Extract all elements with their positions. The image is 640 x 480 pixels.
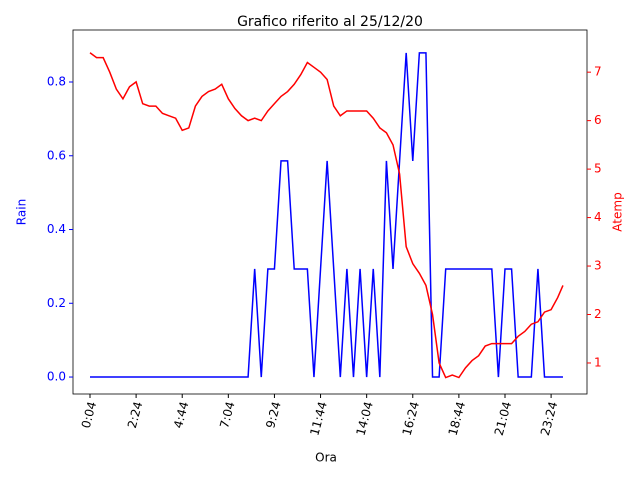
chart-title: Grafico riferito al 25/12/20 [237,14,423,30]
x-tick-label: 9:24 [263,400,283,430]
x-axis-label: Ora [315,451,337,465]
y-tick-label: 0.4 [47,222,66,236]
x-tick-label: 0:04 [79,400,99,430]
x-tick-label: 4:44 [171,400,191,430]
y-tick-label: 0.2 [47,296,66,310]
y2-tick-label: 4 [594,210,602,224]
y-tick-label: 0.6 [47,148,66,162]
y-tick-label: 0.8 [47,75,66,89]
y-tick-label: 0.0 [47,370,66,384]
y2-tick-label: 6 [594,113,602,127]
plot-frame [72,29,588,395]
y2-tick-label: 3 [594,259,602,273]
y2-tick-label: 1 [594,355,602,369]
data-line [90,52,563,378]
data-line [89,52,564,379]
y-axis-label: Rain [15,199,29,225]
x-tick-label: 7:04 [217,400,237,430]
y2-tick-label: 7 [594,65,602,79]
y2-tick-label: 2 [594,307,602,321]
y2-tick-label: 5 [594,162,602,176]
y2-axis-label: Atemp [611,192,625,231]
x-tick-label: 2:24 [125,400,145,430]
